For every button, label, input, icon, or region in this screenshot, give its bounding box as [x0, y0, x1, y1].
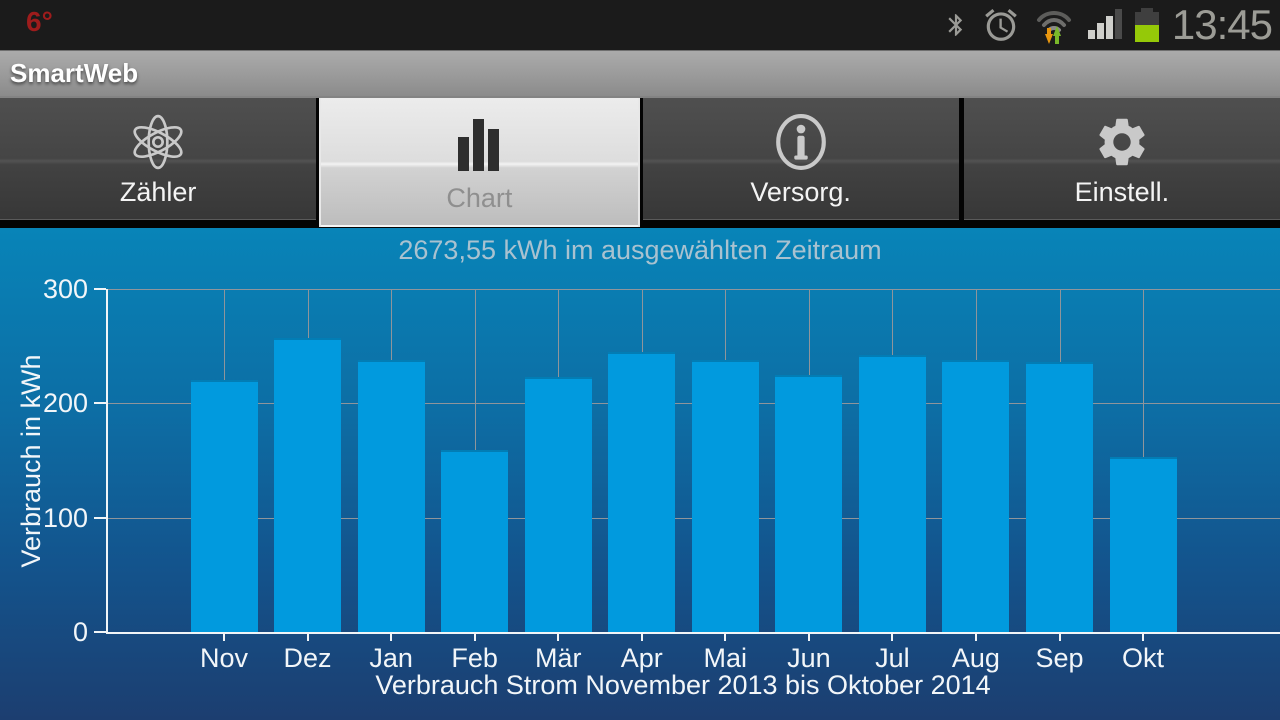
x-tickmark-nov — [223, 634, 225, 641]
x-tickmark-mär — [557, 634, 560, 641]
bar-dez — [274, 338, 342, 632]
y-tick-label-200: 200 — [42, 388, 88, 419]
x-axis-line — [106, 632, 1280, 634]
gridline-y-300 — [106, 289, 1280, 290]
atom-icon — [127, 98, 189, 177]
tab-bar: Zähler Chart Versorg. Eins — [0, 96, 1280, 228]
bar-okt — [1109, 457, 1177, 632]
alarm-icon — [982, 6, 1020, 44]
x-tickmark-jul — [891, 634, 894, 641]
x-tickmark-feb — [473, 634, 476, 641]
wifi-traffic-icon — [1033, 4, 1075, 46]
y-tickmark-300 — [94, 288, 106, 290]
x-tickmark-jan — [390, 634, 393, 641]
x-axis-label: Verbrauch Strom November 2013 bis Oktobe… — [375, 670, 991, 700]
x-tick-label-dez: Dez — [283, 643, 332, 673]
temperature-badge: 6° — [26, 6, 53, 37]
x-tickmark-okt — [1142, 634, 1145, 641]
x-tick-label-jan: Jan — [369, 643, 413, 673]
y-tick-label-0: 0 — [72, 617, 88, 647]
bar-chart-icon — [456, 98, 502, 183]
bar-sep — [1026, 362, 1093, 632]
x-tickmark-sep — [1058, 634, 1061, 641]
consumption-chart: 2673,55 kWh im ausgewählten Zeitraum Ver… — [0, 228, 1280, 720]
bar-jul — [858, 355, 926, 632]
x-tickmark-aug — [974, 634, 977, 641]
signal-strength-icon — [1087, 7, 1122, 43]
battery-icon — [1134, 7, 1159, 43]
tab-einstell-label: Einstell. — [1074, 177, 1170, 207]
tab-chart[interactable]: Chart — [321, 98, 638, 227]
bluetooth-icon — [943, 7, 969, 43]
x-tick-label-jul: Jul — [875, 643, 910, 673]
x-tick-label-feb: Feb — [451, 643, 498, 673]
tab-zaehler-label: Zähler — [119, 177, 197, 207]
chart-title: 2673,55 kWh im ausgewählten Zeitraum — [398, 235, 882, 265]
y-tick-label-100: 100 — [42, 502, 88, 533]
bar-apr — [608, 351, 676, 632]
app-title-bar: SmartWeb — [0, 50, 1280, 96]
status-bar[interactable]: 6° 13:45 — [0, 0, 1280, 50]
x-tick-label-mai: Mai — [703, 643, 748, 673]
x-tick-label-apr: Apr — [620, 643, 663, 673]
x-tickmark-apr — [640, 634, 643, 641]
info-icon — [772, 98, 830, 177]
bar-feb — [441, 450, 509, 632]
tab-einstell[interactable]: Einstell. — [963, 98, 1280, 220]
x-tick-label-aug: Aug — [951, 643, 1000, 673]
x-tick-label-jun: Jun — [787, 643, 831, 673]
bar-mär — [524, 377, 592, 632]
tab-chart-label: Chart — [446, 183, 513, 213]
x-tick-label-sep: Sep — [1035, 643, 1084, 673]
bar-jan — [357, 359, 425, 632]
x-tickmark-mai — [724, 634, 727, 641]
y-tickmark-100 — [94, 516, 106, 519]
tab-versorg[interactable]: Versorg. — [642, 98, 959, 220]
x-tick-label-mär: Mär — [534, 643, 582, 673]
y-tick-label-300: 300 — [42, 274, 88, 304]
x-tickmark-jun — [807, 634, 810, 641]
tab-zaehler[interactable]: Zähler — [0, 98, 317, 220]
tab-versorg-label: Versorg. — [750, 177, 851, 207]
gear-icon — [1093, 98, 1151, 177]
y-axis-line — [106, 289, 108, 634]
x-tick-label-okt: Okt — [1122, 643, 1165, 673]
status-bar-indicators: 13:45 — [943, 0, 1276, 50]
y-tickmark-200 — [94, 402, 106, 405]
app-title: SmartWeb — [10, 58, 139, 88]
y-axis-label: Verbrauch in kWh — [16, 354, 46, 568]
clock-text: 13:45 — [1171, 1, 1273, 48]
bar-nov — [190, 380, 258, 632]
x-tickmark-dez — [306, 634, 309, 641]
bar-aug — [942, 359, 1010, 632]
x-tick-label-nov: Nov — [199, 643, 248, 673]
bar-jun — [775, 374, 843, 632]
bar-mai — [691, 359, 759, 632]
y-tickmark-0 — [94, 631, 106, 633]
